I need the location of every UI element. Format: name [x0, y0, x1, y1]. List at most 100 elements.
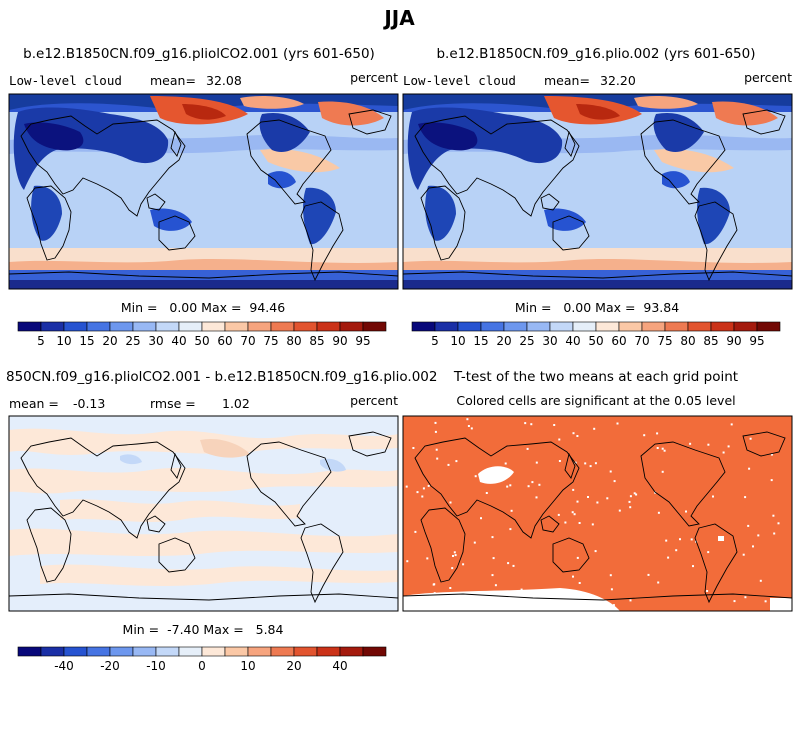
panel-c-title: 850CN.f09_g16.pliolCO2.001 - b.e12.B1850… [6, 369, 437, 385]
nonsignificant-cell [772, 514, 775, 517]
colorbar-swatch [503, 321, 528, 332]
nonsignificant-cell [535, 461, 538, 464]
panel-b-frame [402, 93, 793, 290]
colorbar-tick-label: 90 [726, 334, 741, 348]
nonsignificant-cell [707, 443, 710, 446]
nonsignificant-cell [467, 425, 470, 427]
nonsignificant-cell [526, 447, 529, 450]
colorbar-tick-label: 50 [588, 334, 603, 348]
nonsignificant-cell [629, 506, 632, 509]
nonsignificant-cell [635, 493, 638, 496]
nonsignificant-cell [494, 584, 497, 587]
colorbar-swatch [480, 321, 505, 332]
colorbar-swatch [457, 321, 482, 332]
panel-a-variable: Low-level cloud [9, 73, 122, 88]
nonsignificant-cell [757, 534, 760, 537]
nonsignificant-cell [744, 496, 747, 499]
nonsignificant-cell [594, 462, 597, 465]
nonsignificant-cell [689, 442, 692, 445]
nonsignificant-cell [530, 423, 533, 426]
colorbar-swatch [178, 646, 203, 657]
colorbar-swatch [316, 321, 341, 332]
nonsignificant-cell [455, 460, 458, 463]
colorbar-swatch [756, 321, 781, 332]
nonsignificant-cell [576, 556, 579, 559]
nonsignificant-cell [618, 509, 621, 512]
colorbar-swatch [434, 321, 459, 332]
panel-c-colorbar: -40 -20 -10 0 10 20 40 [17, 646, 387, 673]
nonsignificant-cell [572, 432, 575, 435]
nonsignificant-cell [759, 579, 762, 582]
colorbar-swatch [595, 321, 620, 332]
colorbar-tick-label: 70 [240, 334, 255, 348]
colorbar-swatch [224, 321, 249, 332]
colorbar-swatch [339, 321, 364, 332]
panel-d-map [403, 416, 792, 611]
nonsignificant-cell [773, 532, 776, 535]
colorbar-tick-label: 20 [102, 334, 117, 348]
colorbar-swatch [63, 646, 88, 657]
nonsignificant-cell [656, 447, 659, 449]
nonsignificant-cell [558, 460, 561, 462]
panel-a-map [9, 94, 398, 289]
colorbar-tick-label: 40 [565, 334, 580, 348]
colorbar-swatch [618, 321, 643, 332]
nonsignificant-cell [434, 430, 437, 433]
nonsignificant-cell [613, 480, 616, 483]
figure-title: JJA [382, 6, 415, 30]
colorbar-swatch [247, 321, 272, 332]
nonsignificant-cell [550, 595, 553, 598]
nonsignificant-cell [733, 600, 736, 603]
nonsignificant-cell [473, 541, 476, 544]
nonsignificant-cell [657, 581, 660, 584]
nonsignificant-cell [509, 484, 512, 487]
nonsignificant-cell [628, 500, 631, 503]
nonsignificant-cell [582, 604, 585, 607]
panel-d-title: T-test of the two means at each grid poi… [453, 369, 738, 385]
panel-b-mean-label: mean= [544, 73, 590, 88]
panel-plio: b.e12.B1850CN.f09_g16.plio.002 (yrs 601-… [402, 46, 793, 348]
colorbar-swatch [572, 321, 597, 332]
colorbar-swatch [710, 321, 735, 332]
colorbar-swatch [109, 321, 134, 332]
nonsignificant-cell [512, 564, 515, 567]
nonsignificant-cell [675, 549, 678, 552]
panel-c-map [9, 416, 398, 611]
nonsignificant-cell [573, 513, 576, 516]
nonsignificant-cell [533, 592, 535, 595]
colorbar-tick-label: 95 [749, 334, 764, 348]
nonsignificant-cell [727, 445, 730, 448]
nonsignificant-cell [629, 599, 632, 602]
colorbar-swatch [641, 321, 666, 332]
nonsignificant-cell [612, 604, 615, 607]
panel-control: b.e12.B1850CN.f09_g16.pliolCO2.001 (yrs … [8, 46, 399, 348]
nonsignificant-cell [466, 418, 469, 421]
colorbar-swatch [86, 646, 111, 657]
colorbar-tick-label: 75 [263, 334, 278, 348]
nonsignificant-cell [449, 501, 452, 504]
colorbar-swatch [293, 321, 318, 332]
nonsignificant-cell [667, 556, 670, 559]
nonsignificant-cell [427, 484, 430, 487]
nonsignificant-cell [436, 457, 439, 460]
nonsignificant-cell [663, 449, 666, 452]
nonsignificant-cell [468, 603, 471, 606]
nonsignificant-cell [426, 557, 429, 560]
colorbar-tick-label: -20 [100, 659, 120, 673]
panel-c-rmse-value: 1.02 [222, 396, 250, 411]
colorbar-swatch [270, 646, 295, 657]
nonsignificant-cell [591, 523, 594, 526]
nonsignificant-cell [770, 453, 773, 456]
colorbar-swatch [549, 321, 574, 332]
nonsignificant-cell [506, 485, 509, 488]
nonsignificant-cell [576, 435, 579, 437]
nonsignificant-cell [574, 461, 577, 464]
panel-d-subtitle: Colored cells are significant at the 0.0… [456, 393, 735, 408]
nonsignificant-cell [452, 555, 454, 557]
nonsignificant-cell [531, 481, 534, 484]
colorbar-swatch [687, 321, 712, 332]
nonsignificant-cell [421, 495, 424, 498]
panel-b-mean-value: 32.20 [600, 73, 636, 88]
nonsignificant-cell [690, 538, 693, 541]
panel-a-frame [8, 93, 399, 290]
